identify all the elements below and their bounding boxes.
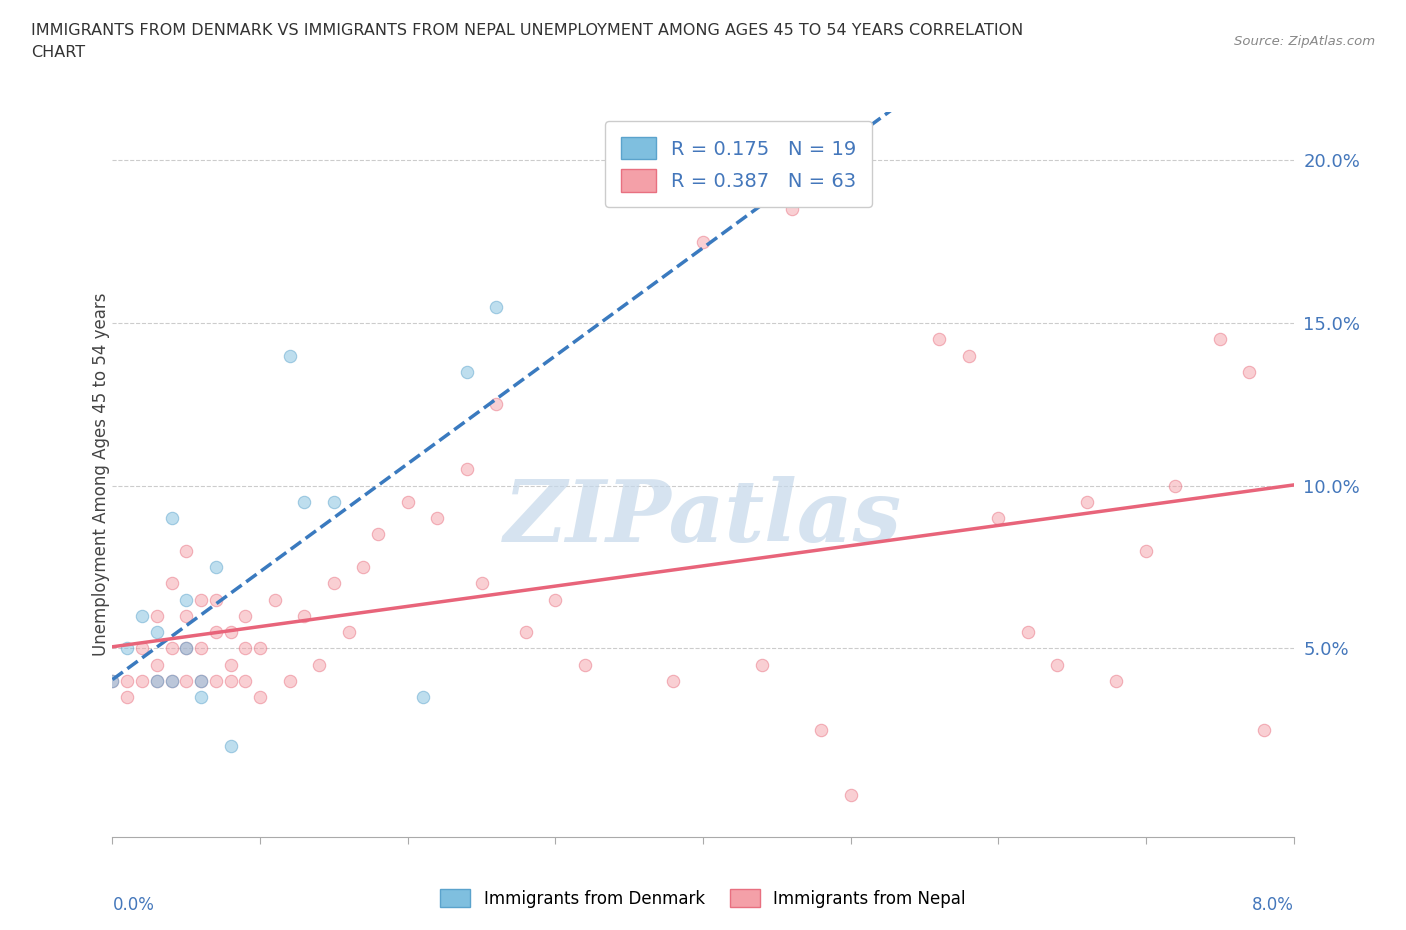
Point [219, 673, 242, 688]
Point [515, 625, 537, 640]
Point [160, 576, 183, 591]
Point [987, 511, 1010, 525]
Point [146, 658, 169, 672]
Point [485, 299, 508, 314]
Point [219, 625, 242, 640]
Point [190, 641, 212, 656]
Point [117, 641, 138, 656]
Point [471, 576, 494, 591]
Text: 8.0%: 8.0% [1251, 896, 1294, 913]
Point [278, 673, 301, 688]
Point [131, 641, 153, 656]
Point [1253, 723, 1275, 737]
Point [117, 690, 138, 705]
Point [160, 673, 183, 688]
Text: IMMIGRANTS FROM DENMARK VS IMMIGRANTS FROM NEPAL UNEMPLOYMENT AMONG AGES 45 TO 5: IMMIGRANTS FROM DENMARK VS IMMIGRANTS FR… [31, 23, 1024, 38]
Point [190, 592, 212, 607]
Point [101, 673, 124, 688]
Point [205, 673, 228, 688]
Point [205, 625, 228, 640]
Point [190, 673, 212, 688]
Point [456, 462, 478, 477]
Point [101, 673, 124, 688]
Point [780, 202, 803, 217]
Point [146, 673, 169, 688]
Point [1046, 658, 1069, 672]
Point [146, 608, 169, 623]
Point [1105, 673, 1128, 688]
Point [957, 348, 980, 363]
Point [337, 625, 360, 640]
Point [131, 608, 153, 623]
Point [205, 592, 228, 607]
Point [544, 592, 567, 607]
Point [396, 495, 419, 510]
Point [292, 608, 315, 623]
Text: CHART: CHART [31, 45, 84, 60]
Point [456, 365, 478, 379]
Point [174, 641, 197, 656]
Point [249, 690, 271, 705]
Point [308, 658, 330, 672]
Point [174, 641, 197, 656]
Point [264, 592, 287, 607]
Point [574, 658, 596, 672]
Point [249, 641, 271, 656]
Text: ZIPatlas: ZIPatlas [503, 476, 903, 560]
Point [692, 234, 714, 249]
Point [174, 673, 197, 688]
Point [131, 673, 153, 688]
Point [1135, 543, 1157, 558]
Point [1164, 478, 1187, 493]
Y-axis label: Unemployment Among Ages 45 to 54 years: Unemployment Among Ages 45 to 54 years [93, 293, 110, 656]
Text: 0.0%: 0.0% [112, 896, 155, 913]
Point [323, 576, 346, 591]
Point [1076, 495, 1098, 510]
Legend: Immigrants from Denmark, Immigrants from Nepal: Immigrants from Denmark, Immigrants from… [433, 883, 973, 914]
Point [323, 495, 346, 510]
Point [485, 397, 508, 412]
Point [190, 690, 212, 705]
Point [160, 511, 183, 525]
Point [278, 348, 301, 363]
Point [233, 641, 256, 656]
Point [1208, 332, 1232, 347]
Point [160, 641, 183, 656]
Point [352, 560, 374, 575]
Point [426, 511, 449, 525]
Point [1239, 365, 1261, 379]
Point [146, 625, 169, 640]
Point [117, 673, 138, 688]
Point [928, 332, 950, 347]
Point [233, 608, 256, 623]
Point [174, 608, 197, 623]
Point [839, 788, 862, 803]
Point [205, 560, 228, 575]
Point [1017, 625, 1039, 640]
Point [146, 673, 169, 688]
Point [810, 723, 832, 737]
Point [662, 673, 685, 688]
Point [219, 658, 242, 672]
Legend: R = 0.175   N = 19, R = 0.387   N = 63: R = 0.175 N = 19, R = 0.387 N = 63 [605, 121, 872, 207]
Point [292, 495, 315, 510]
Point [174, 543, 197, 558]
Point [233, 673, 256, 688]
Point [412, 690, 434, 705]
Point [190, 673, 212, 688]
Point [160, 673, 183, 688]
Point [174, 592, 197, 607]
Point [751, 658, 773, 672]
Point [219, 738, 242, 753]
Point [367, 527, 389, 542]
Text: Source: ZipAtlas.com: Source: ZipAtlas.com [1234, 35, 1375, 48]
